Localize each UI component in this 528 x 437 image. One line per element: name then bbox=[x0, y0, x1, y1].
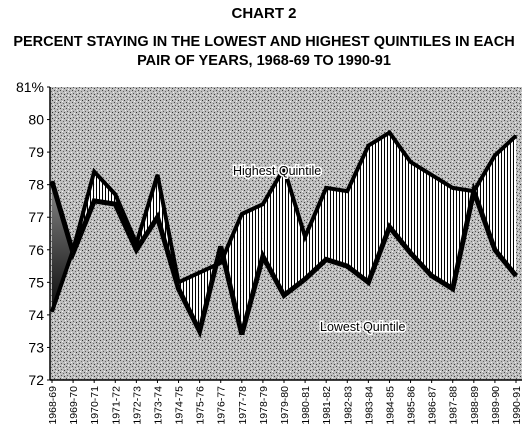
data-point bbox=[198, 271, 201, 274]
y-tick-label: 75 bbox=[28, 274, 44, 290]
band-segment bbox=[389, 132, 411, 253]
data-point bbox=[177, 288, 180, 290]
data-point bbox=[367, 144, 370, 147]
data-point bbox=[367, 281, 370, 284]
x-tick-label: 1985-86 bbox=[406, 386, 418, 425]
band-segment bbox=[347, 145, 369, 283]
series-label-lowest: Lowest Quintile bbox=[320, 320, 406, 334]
y-tick-label: 79 bbox=[28, 144, 44, 160]
x-tick-label: 1977-78 bbox=[237, 386, 249, 425]
data-point bbox=[241, 333, 243, 336]
data-point bbox=[388, 131, 391, 134]
data-point bbox=[515, 275, 517, 277]
band-segment bbox=[431, 174, 453, 289]
band-segment bbox=[241, 204, 263, 335]
x-tick-label: 1976-77 bbox=[216, 386, 228, 425]
data-point bbox=[304, 278, 306, 280]
data-point bbox=[473, 190, 475, 192]
data-point bbox=[283, 167, 285, 170]
band-segment bbox=[410, 161, 432, 276]
x-tick-label: 1978-79 bbox=[258, 386, 270, 425]
y-tick-label: 80 bbox=[28, 112, 44, 128]
y-tick-label: 77 bbox=[28, 209, 44, 225]
data-point bbox=[283, 294, 285, 297]
data-point bbox=[51, 310, 53, 313]
x-tick-label: 1975-76 bbox=[195, 386, 207, 425]
band-segment bbox=[326, 187, 348, 267]
data-point bbox=[219, 262, 222, 264]
data-point bbox=[135, 249, 138, 251]
data-point bbox=[325, 258, 328, 261]
data-point bbox=[494, 249, 496, 251]
data-point bbox=[430, 174, 433, 176]
y-tick-label: 74 bbox=[28, 307, 44, 323]
y-tick-label: 76 bbox=[28, 242, 44, 258]
data-point bbox=[409, 252, 412, 254]
x-tick-label: 1973-74 bbox=[153, 386, 165, 425]
chart-title: CHART 2 bbox=[231, 5, 297, 22]
data-point bbox=[515, 135, 517, 137]
band-segment bbox=[494, 135, 516, 276]
x-tick-label: 1974-75 bbox=[174, 386, 186, 425]
data-point bbox=[51, 180, 53, 183]
band-segment bbox=[368, 132, 390, 283]
y-tick-label: 73 bbox=[28, 339, 44, 355]
band-segment bbox=[52, 181, 73, 312]
x-tick-label: 1981-82 bbox=[321, 386, 333, 425]
data-point bbox=[262, 203, 264, 205]
data-point bbox=[451, 288, 454, 290]
x-tick-label: 1979-80 bbox=[279, 386, 291, 425]
band-segment bbox=[305, 187, 327, 280]
data-point bbox=[114, 203, 117, 205]
y-tick-label: 72 bbox=[28, 372, 44, 388]
data-point bbox=[494, 154, 496, 157]
x-tick-label: 1990-91 bbox=[511, 386, 523, 425]
x-tick-label: 1989-90 bbox=[490, 386, 502, 425]
x-tick-label: 1986-87 bbox=[427, 386, 439, 425]
x-tick-label: 1984-85 bbox=[385, 386, 397, 425]
data-point bbox=[346, 265, 349, 267]
data-point bbox=[198, 330, 201, 333]
x-tick-label: 1971-72 bbox=[110, 386, 122, 425]
data-point bbox=[72, 252, 74, 254]
data-point bbox=[388, 226, 391, 228]
x-tick-label: 1988-89 bbox=[469, 386, 481, 425]
y-tick-label: 81% bbox=[16, 79, 44, 95]
x-tick-label: 1982-83 bbox=[342, 386, 354, 425]
data-point bbox=[93, 200, 95, 202]
data-point bbox=[409, 161, 412, 163]
data-point bbox=[156, 216, 159, 218]
band-segment bbox=[473, 155, 495, 250]
band-segment bbox=[223, 214, 242, 335]
data-point bbox=[219, 245, 222, 248]
data-point bbox=[241, 213, 243, 215]
y-tick-label: 78 bbox=[28, 177, 44, 193]
data-point bbox=[156, 174, 159, 176]
data-point bbox=[262, 255, 264, 258]
x-tick-label: 1983-84 bbox=[363, 386, 375, 425]
data-point bbox=[304, 236, 306, 238]
data-point bbox=[430, 275, 433, 277]
data-point bbox=[325, 187, 328, 189]
data-point bbox=[114, 193, 117, 196]
x-tick-label: 1970-71 bbox=[89, 386, 101, 425]
chart-subtitle: PERCENT STAYING IN THE LOWEST AND HIGHES… bbox=[13, 34, 515, 69]
x-tick-label: 1969-70 bbox=[68, 386, 80, 425]
data-point bbox=[93, 170, 95, 173]
data-point bbox=[451, 187, 454, 189]
x-tick-label: 1987-88 bbox=[448, 386, 460, 425]
x-tick-label: 1972-73 bbox=[131, 386, 143, 425]
x-tick-label: 1968-69 bbox=[47, 386, 59, 425]
series-label-highest: Highest Quintile bbox=[233, 164, 321, 178]
x-tick-label: 1980-81 bbox=[300, 386, 312, 425]
data-point bbox=[346, 190, 349, 192]
band-segment bbox=[284, 168, 306, 296]
